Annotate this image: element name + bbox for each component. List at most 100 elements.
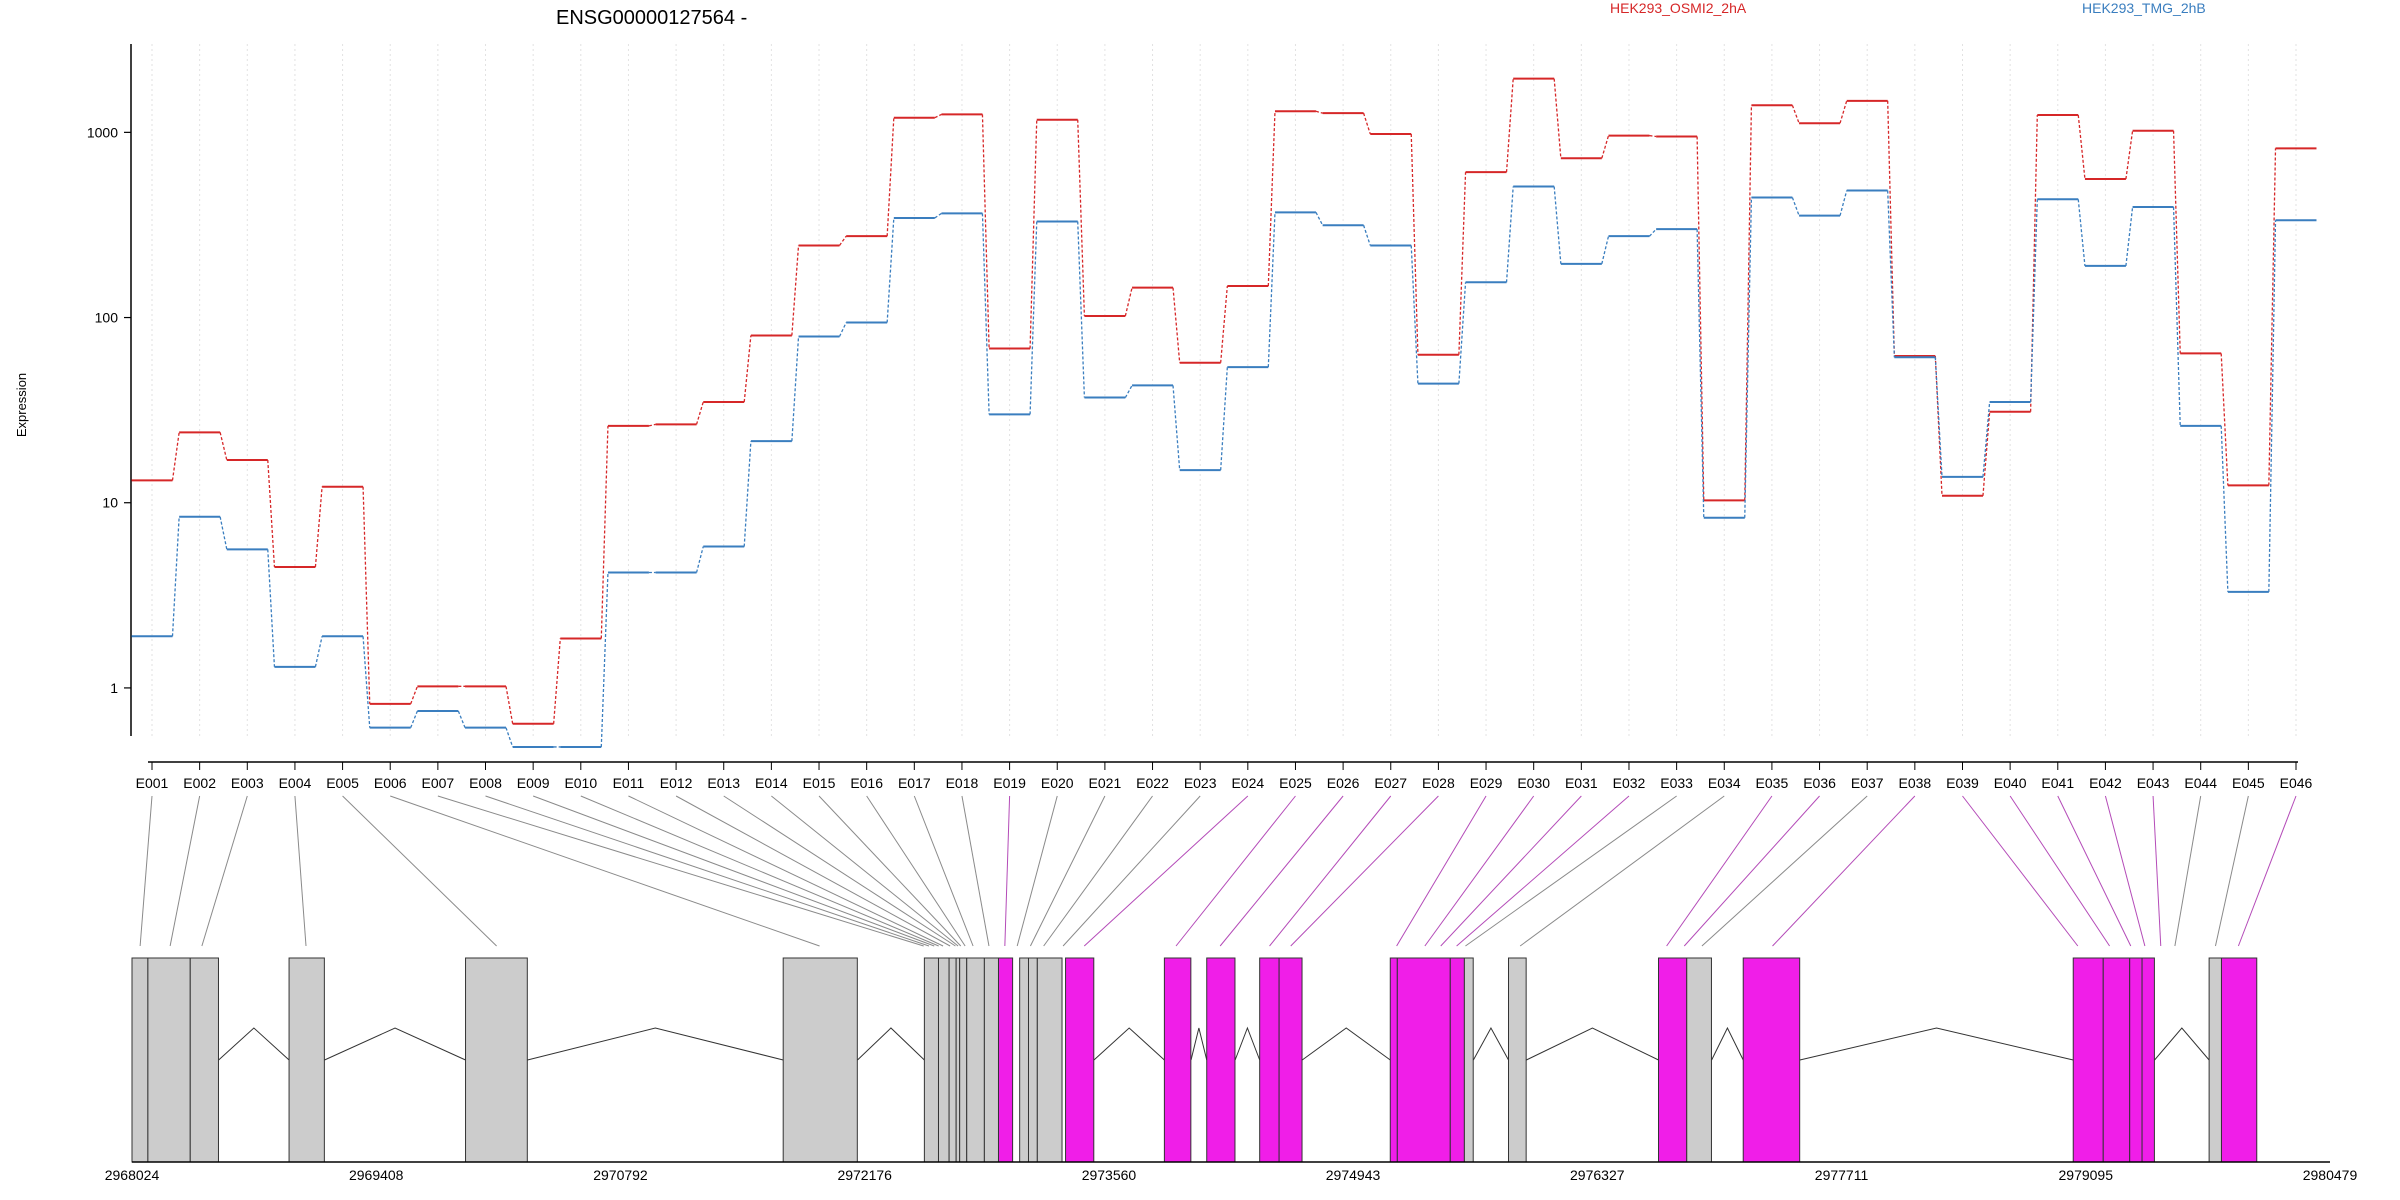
- exon-map-line: [294, 795, 307, 947]
- data-connector: [2029, 199, 2038, 402]
- exon-map-line: [818, 795, 962, 947]
- exon-box: [983, 957, 999, 1163]
- genomic-tick-label: 2972176: [837, 1167, 892, 1183]
- x-tick-label: E041: [2041, 775, 2074, 791]
- exon-box: [2102, 957, 2131, 1163]
- exon-map-line: [485, 795, 930, 947]
- data-connector: [505, 727, 514, 748]
- intron-connector: [527, 1027, 784, 1061]
- exon-box: [2141, 957, 2155, 1163]
- exon-map-line: [139, 795, 153, 947]
- x-tick-label: E015: [803, 775, 836, 791]
- data-connector: [2077, 114, 2086, 180]
- data-connector: [1839, 100, 1848, 124]
- intron-connector: [1234, 1026, 1261, 1061]
- x-tick-label: E003: [231, 775, 264, 791]
- legend-series-1: HEK293_OSMI2_2hA: [1610, 0, 1747, 16]
- x-tick-label: E044: [2184, 775, 2217, 791]
- legend-series-2: HEK293_TMG_2hB: [2082, 0, 2206, 16]
- x-tick-label: E036: [1803, 775, 1836, 791]
- exon-map-line: [628, 795, 944, 947]
- exon-map-line: [1219, 795, 1344, 947]
- data-connector: [1267, 212, 1276, 368]
- exon-map-line: [1456, 795, 1630, 947]
- data-connector: [1362, 225, 1371, 246]
- data-connector: [1744, 197, 1753, 518]
- data-connector: [2125, 206, 2134, 266]
- data-connector: [362, 486, 371, 704]
- exon-map-line: [437, 795, 924, 947]
- exon-map-line: [2237, 795, 2297, 947]
- data-connector: [2172, 207, 2181, 426]
- y-tick-label: 1: [110, 680, 118, 696]
- data-connector: [410, 710, 418, 728]
- y-tick-label: 100: [95, 310, 119, 326]
- exon-map-line: [1029, 795, 1106, 947]
- data-connector: [981, 114, 990, 349]
- exon-map-line: [532, 795, 935, 947]
- data-connector: [1553, 78, 1562, 159]
- x-tick-label: E016: [850, 775, 883, 791]
- data-connector: [934, 212, 942, 219]
- x-tick-label: E042: [2089, 775, 2122, 791]
- genomic-tick-label: 2973560: [1082, 1167, 1137, 1183]
- x-tick-label: E043: [2137, 775, 2170, 791]
- exon-map-line: [913, 795, 974, 947]
- data-connector: [1553, 186, 1562, 264]
- exon-box: [2208, 957, 2222, 1163]
- data-connector: [1029, 119, 1038, 349]
- data-connector: [1458, 282, 1467, 384]
- x-tick-label: E009: [517, 775, 550, 791]
- data-connector: [1220, 285, 1228, 363]
- y-tick-label: 10: [102, 495, 118, 511]
- exon-map-line: [771, 795, 959, 947]
- x-tick-label: E026: [1327, 775, 1360, 791]
- data-connector: [1601, 135, 1610, 159]
- x-tick-label: E019: [993, 775, 1026, 791]
- series-2: [131, 185, 2317, 748]
- data-connector: [981, 213, 990, 415]
- x-tick-label: E023: [1184, 775, 1217, 791]
- exon-map-line: [2057, 795, 2132, 947]
- data-connector: [695, 546, 704, 573]
- exon-map-line: [1043, 795, 1153, 947]
- exon-box: [1027, 957, 1038, 1163]
- exon-box: [1389, 957, 1398, 1163]
- exon-box: [959, 957, 968, 1163]
- data-connector: [2268, 220, 2277, 592]
- data-connector: [1458, 172, 1467, 355]
- exon-box: [2072, 957, 2104, 1163]
- data-connector: [219, 516, 228, 550]
- data-connector: [1601, 236, 1610, 264]
- genomic-tick-label: 2968024: [105, 1167, 160, 1183]
- data-connector: [1315, 212, 1324, 226]
- data-connector: [314, 486, 323, 568]
- exon-map-line: [1083, 795, 1249, 947]
- exon-box: [465, 957, 528, 1163]
- data-connector: [1124, 385, 1133, 398]
- exon-map-line: [1772, 795, 1916, 947]
- exon-map-line: [2152, 795, 2162, 947]
- x-tick-label: E018: [946, 775, 979, 791]
- exon-box: [966, 957, 985, 1163]
- x-tick-label: E038: [1898, 775, 1931, 791]
- data-connector: [1744, 105, 1753, 501]
- x-tick-label: E001: [136, 775, 169, 791]
- genomic-tick-label: 2979095: [2059, 1167, 2114, 1183]
- exon-box: [1065, 957, 1095, 1163]
- series-lines: [131, 77, 2317, 748]
- data-connector: [362, 636, 371, 728]
- exon-map-line: [1440, 795, 1582, 947]
- exon-map-line: [1424, 795, 1535, 947]
- exon-map-line: [675, 795, 951, 947]
- data-connector: [934, 113, 942, 119]
- exon-map-line: [2174, 795, 2202, 947]
- exon-map-line: [2214, 795, 2249, 947]
- data-connector: [1505, 78, 1514, 173]
- x-tick-label: E030: [1517, 775, 1550, 791]
- data-connector: [1172, 287, 1181, 363]
- x-tick-label: E020: [1041, 775, 1074, 791]
- data-connector: [1934, 355, 1943, 496]
- data-connector: [314, 636, 323, 667]
- x-tick-label: E040: [1994, 775, 2027, 791]
